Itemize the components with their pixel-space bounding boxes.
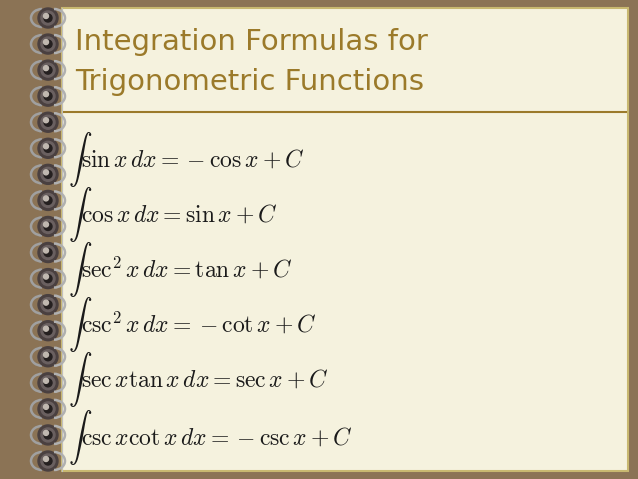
Circle shape [38,425,58,445]
Circle shape [41,454,55,468]
Circle shape [38,451,58,471]
Circle shape [43,326,48,331]
Circle shape [44,118,52,126]
Circle shape [41,194,55,207]
Circle shape [41,115,55,129]
Circle shape [38,138,58,158]
Circle shape [38,191,58,210]
Text: $\int \sin x\, dx = -\cos x + C$: $\int \sin x\, dx = -\cos x + C$ [68,130,304,189]
Circle shape [44,171,52,178]
Circle shape [41,350,55,364]
Circle shape [41,11,55,25]
Text: Trigonometric Functions: Trigonometric Functions [75,68,424,96]
Circle shape [38,321,58,341]
Circle shape [43,248,48,253]
Circle shape [41,167,55,182]
Circle shape [38,373,58,393]
Circle shape [44,379,52,387]
Circle shape [41,219,55,233]
Circle shape [43,222,48,227]
Circle shape [38,295,58,315]
Circle shape [43,274,48,279]
Circle shape [43,456,48,461]
Circle shape [43,196,48,201]
Circle shape [44,431,52,439]
Circle shape [41,272,55,285]
Circle shape [44,327,52,335]
Circle shape [38,86,58,106]
Circle shape [43,300,48,305]
Circle shape [38,60,58,80]
Circle shape [44,66,52,74]
Circle shape [43,118,48,123]
Circle shape [44,353,52,361]
Circle shape [43,404,48,410]
Circle shape [44,405,52,413]
Circle shape [38,34,58,54]
Circle shape [41,297,55,312]
Circle shape [38,8,58,28]
Circle shape [44,249,52,257]
Circle shape [38,217,58,237]
Circle shape [41,37,55,51]
Circle shape [44,14,52,22]
Text: $\int \cos x\, dx = \sin x + C$: $\int \cos x\, dx = \sin x + C$ [68,185,278,244]
Circle shape [44,92,52,100]
Bar [62,8,628,471]
Circle shape [41,63,55,77]
Circle shape [44,301,52,308]
Circle shape [43,352,48,357]
Circle shape [43,91,48,97]
Circle shape [38,164,58,184]
Circle shape [38,112,58,132]
Text: Integration Formulas for: Integration Formulas for [75,28,428,56]
Circle shape [43,13,48,19]
Circle shape [43,66,48,70]
Circle shape [41,89,55,103]
Circle shape [43,170,48,175]
Circle shape [41,141,55,155]
Text: $\int \csc^2 x\, dx = -\cot x + C$: $\int \csc^2 x\, dx = -\cot x + C$ [68,295,316,354]
Circle shape [41,324,55,338]
Circle shape [43,431,48,435]
Circle shape [41,428,55,442]
Circle shape [41,246,55,260]
Text: $\int \csc x\cot x\, dx = -\csc x + C$: $\int \csc x\cot x\, dx = -\csc x + C$ [68,408,353,467]
Circle shape [38,242,58,262]
Circle shape [38,269,58,288]
Circle shape [44,222,52,230]
Circle shape [41,402,55,416]
Circle shape [41,376,55,390]
Circle shape [43,40,48,45]
Circle shape [44,40,52,48]
Circle shape [44,274,52,283]
Circle shape [44,144,52,152]
Circle shape [44,457,52,465]
Text: $\int \sec x\tan x\, dx = \sec x + C$: $\int \sec x\tan x\, dx = \sec x + C$ [68,350,329,409]
Circle shape [44,196,52,205]
Circle shape [43,378,48,383]
Circle shape [43,144,48,149]
Text: $\int \sec^2 x\, dx = \tan x + C$: $\int \sec^2 x\, dx = \tan x + C$ [68,240,293,299]
Circle shape [38,399,58,419]
Circle shape [38,347,58,367]
